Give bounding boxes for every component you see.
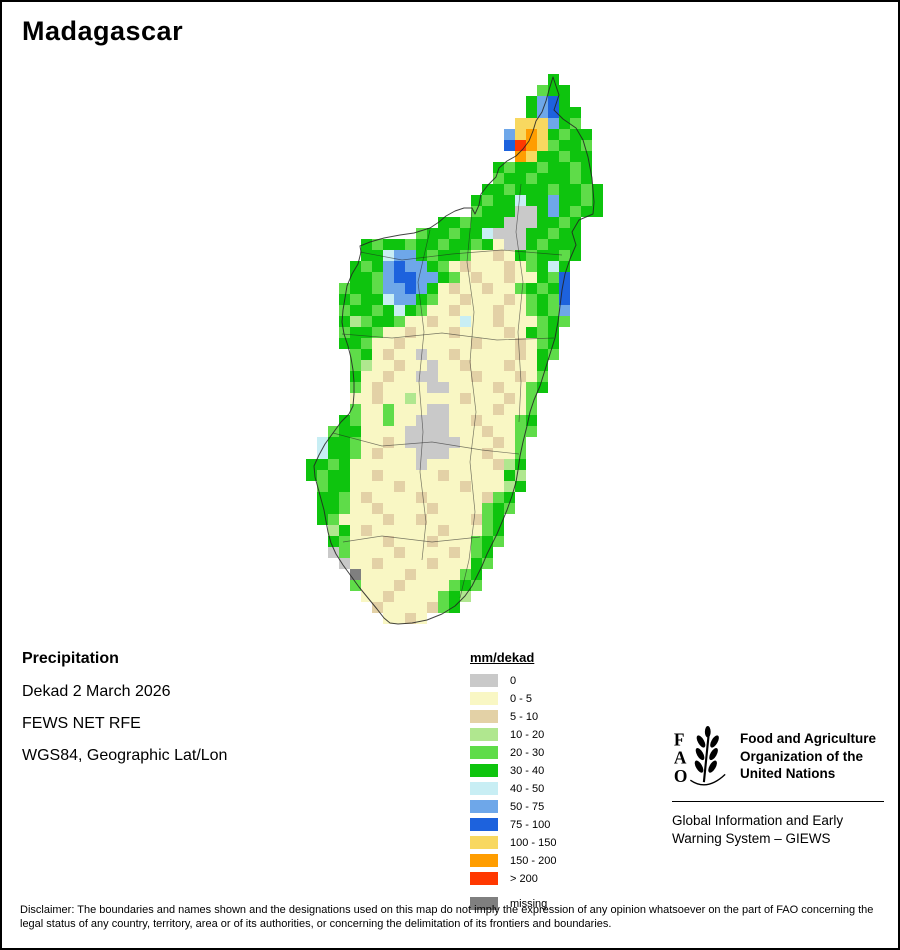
legend-item: 40 - 50 (470, 782, 556, 795)
giews-line: Global Information and Early (672, 813, 844, 828)
legend-swatch (470, 710, 498, 723)
svg-text:F: F (674, 729, 685, 749)
legend-label: 150 - 200 (510, 854, 557, 867)
legend-swatch (470, 692, 498, 705)
info-precipitation-label: Precipitation (22, 650, 119, 667)
legend-swatch (470, 836, 498, 849)
legend-item: missing (470, 897, 556, 910)
legend-item: 150 - 200 (470, 854, 556, 867)
legend-label: 50 - 75 (510, 800, 545, 813)
disclaimer-text: Disclaimer: The boundaries and names sho… (20, 904, 874, 930)
svg-text:O: O (674, 766, 688, 786)
legend-item: > 200 (470, 872, 556, 885)
legend: mm/dekad 0 0 - 5 5 - 10 10 - 20 20 - 30 30 - … (470, 650, 556, 915)
legend-label: 10 - 20 (510, 728, 545, 741)
fao-name-line: Organization of the (740, 748, 863, 764)
legend-swatch (470, 764, 498, 777)
giews-name: Global Information and Early Warning Sys… (672, 812, 886, 847)
legend-label: 100 - 150 (510, 836, 557, 849)
info-dekad: Dekad 2 March 2026 (22, 683, 171, 700)
legend-title: mm/dekad (470, 650, 535, 665)
legend-label: 40 - 50 (510, 782, 545, 795)
legend-swatch (470, 897, 498, 910)
map-info-block: Precipitation Dekad 2 March 2026 FEWS NE… (22, 650, 227, 779)
fao-logo-icon: F A O (674, 726, 726, 786)
legend-label: 75 - 100 (510, 818, 551, 831)
legend-item: 5 - 10 (470, 710, 556, 723)
legend-item: 75 - 100 (470, 818, 556, 831)
info-source: FEWS NET RFE (22, 715, 141, 732)
legend-item: 100 - 150 (470, 836, 556, 849)
legend-label: 5 - 10 (510, 710, 539, 723)
page-title: Madagascar (22, 16, 184, 46)
legend-item: 20 - 30 (470, 746, 556, 759)
fao-name: Food and Agriculture Organization of the… (740, 730, 876, 783)
legend-item: 50 - 75 (470, 800, 556, 813)
legend-swatch (470, 800, 498, 813)
legend-item: 0 (470, 674, 556, 687)
legend-item: 0 - 5 (470, 692, 556, 705)
legend-label: 30 - 40 (510, 764, 545, 777)
separator-line (672, 801, 884, 802)
legend-label: 0 - 5 (510, 692, 533, 705)
legend-swatch (470, 854, 498, 867)
legend-swatch (470, 728, 498, 741)
giews-line: Warning System – GIEWS (672, 830, 831, 846)
legend-swatch (470, 674, 498, 687)
legend-swatch (470, 746, 498, 759)
legend-item: 10 - 20 (470, 728, 556, 741)
legend-label: missing (510, 897, 548, 910)
legend-swatch (470, 872, 498, 885)
legend-items: 0 0 - 5 5 - 10 10 - 20 20 - 30 30 - 40 40 - 50… (470, 674, 556, 910)
legend-swatch (470, 818, 498, 831)
org-block: F A O Food and Agriculture (672, 724, 886, 847)
legend-label: > 200 (510, 872, 538, 885)
legend-label: 20 - 30 (510, 746, 545, 759)
legend-item: 30 - 40 (470, 764, 556, 777)
legend-swatch (470, 782, 498, 795)
fao-name-line: United Nations (740, 766, 836, 781)
info-projection: WGS84, Geographic Lat/Lon (22, 747, 228, 764)
legend-label: 0 (510, 674, 517, 687)
svg-text:A: A (674, 748, 687, 768)
fao-name-line: Food and Agriculture (740, 731, 876, 746)
